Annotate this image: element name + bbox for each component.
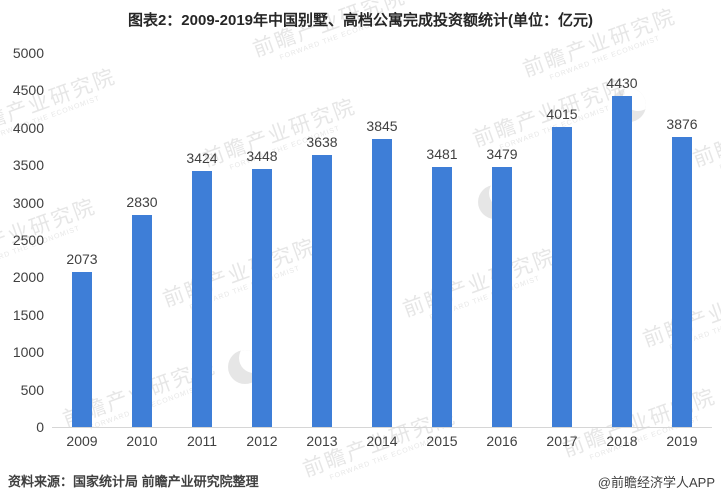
bar-2017 bbox=[552, 127, 572, 427]
y-tick-label: 4500 bbox=[12, 82, 44, 99]
chart-title: 图表2：2009-2019年中国别墅、高档公寓完成投资额统计(单位：亿元) bbox=[127, 12, 594, 29]
x-label-2015: 2015 bbox=[426, 433, 458, 449]
bar-2012 bbox=[252, 169, 272, 427]
bar-value-label: 2830 bbox=[126, 194, 158, 210]
bar-group-2013: 3638 bbox=[292, 53, 352, 427]
bar-value-label: 4015 bbox=[546, 106, 578, 122]
y-tick-label: 3000 bbox=[12, 194, 44, 211]
bar-value-label: 4430 bbox=[606, 75, 638, 91]
bar-2019 bbox=[672, 137, 692, 427]
bar-2016 bbox=[492, 167, 512, 427]
bar-value-label: 3424 bbox=[186, 150, 218, 166]
y-tick-label: 3500 bbox=[12, 157, 44, 174]
bar-2010 bbox=[132, 215, 152, 427]
bar-group-2017: 4015 bbox=[532, 53, 592, 427]
bar-2009 bbox=[72, 272, 92, 427]
x-axis: 2009 2010 2011 2012 2013 2014 2015 2016 2017 2018… bbox=[52, 433, 712, 449]
bar-group-2012: 3448 bbox=[232, 53, 292, 427]
x-label-2010: 2010 bbox=[126, 433, 158, 449]
y-tick-label: 5000 bbox=[12, 45, 44, 61]
bar-value-label: 2073 bbox=[66, 251, 98, 267]
bar-group-2019: 3876 bbox=[652, 53, 712, 427]
x-label-2017: 2017 bbox=[546, 433, 578, 449]
y-tick-label: 0 bbox=[36, 419, 44, 435]
y-tick-label: 1500 bbox=[12, 306, 44, 323]
bar-value-label: 3481 bbox=[426, 146, 458, 162]
bar-group-2015: 3481 bbox=[412, 53, 472, 427]
bar-group-2010: 2830 bbox=[112, 53, 172, 427]
y-tick-label: 1000 bbox=[12, 344, 44, 361]
y-tick-label: 4000 bbox=[12, 119, 44, 136]
bar-group-2014: 3845 bbox=[352, 53, 412, 427]
bar-group-2016: 3479 bbox=[472, 53, 532, 427]
x-label-2016: 2016 bbox=[486, 433, 518, 449]
x-label-2013: 2013 bbox=[306, 433, 338, 449]
bar-2013 bbox=[312, 155, 332, 427]
plot-area: 2073 2830 3424 3448 3638 3845 3481 3479 4015 4430… bbox=[52, 53, 712, 428]
bar-value-label: 3448 bbox=[246, 148, 278, 164]
y-tick-label: 500 bbox=[20, 381, 44, 398]
bar-group-2009: 2073 bbox=[52, 53, 112, 427]
bar-value-label: 3479 bbox=[486, 146, 518, 162]
x-label-2014: 2014 bbox=[366, 433, 398, 449]
source-note: 资料来源：国家统计局 前瞻产业研究院整理 bbox=[8, 474, 259, 489]
bar-group-2011: 3424 bbox=[172, 53, 232, 427]
bar-2015 bbox=[432, 167, 452, 427]
x-label-2019: 2019 bbox=[666, 433, 698, 449]
y-tick-label: 2000 bbox=[12, 269, 44, 286]
x-label-2009: 2009 bbox=[66, 433, 98, 449]
credit-note: @前瞻经济学人APP bbox=[597, 475, 715, 490]
bar-value-label: 3638 bbox=[306, 134, 338, 150]
x-label-2011: 2011 bbox=[186, 433, 218, 449]
x-label-2018: 2018 bbox=[606, 433, 638, 449]
bar-2011 bbox=[192, 171, 212, 427]
bar-value-label: 3876 bbox=[666, 116, 698, 132]
bar-2014 bbox=[372, 139, 392, 427]
x-label-2012: 2012 bbox=[246, 433, 278, 449]
bar-2018 bbox=[612, 96, 632, 427]
bar-group-2018: 4430 bbox=[592, 53, 652, 427]
bar-value-label: 3845 bbox=[366, 118, 398, 134]
y-tick-label: 2500 bbox=[12, 232, 44, 248]
